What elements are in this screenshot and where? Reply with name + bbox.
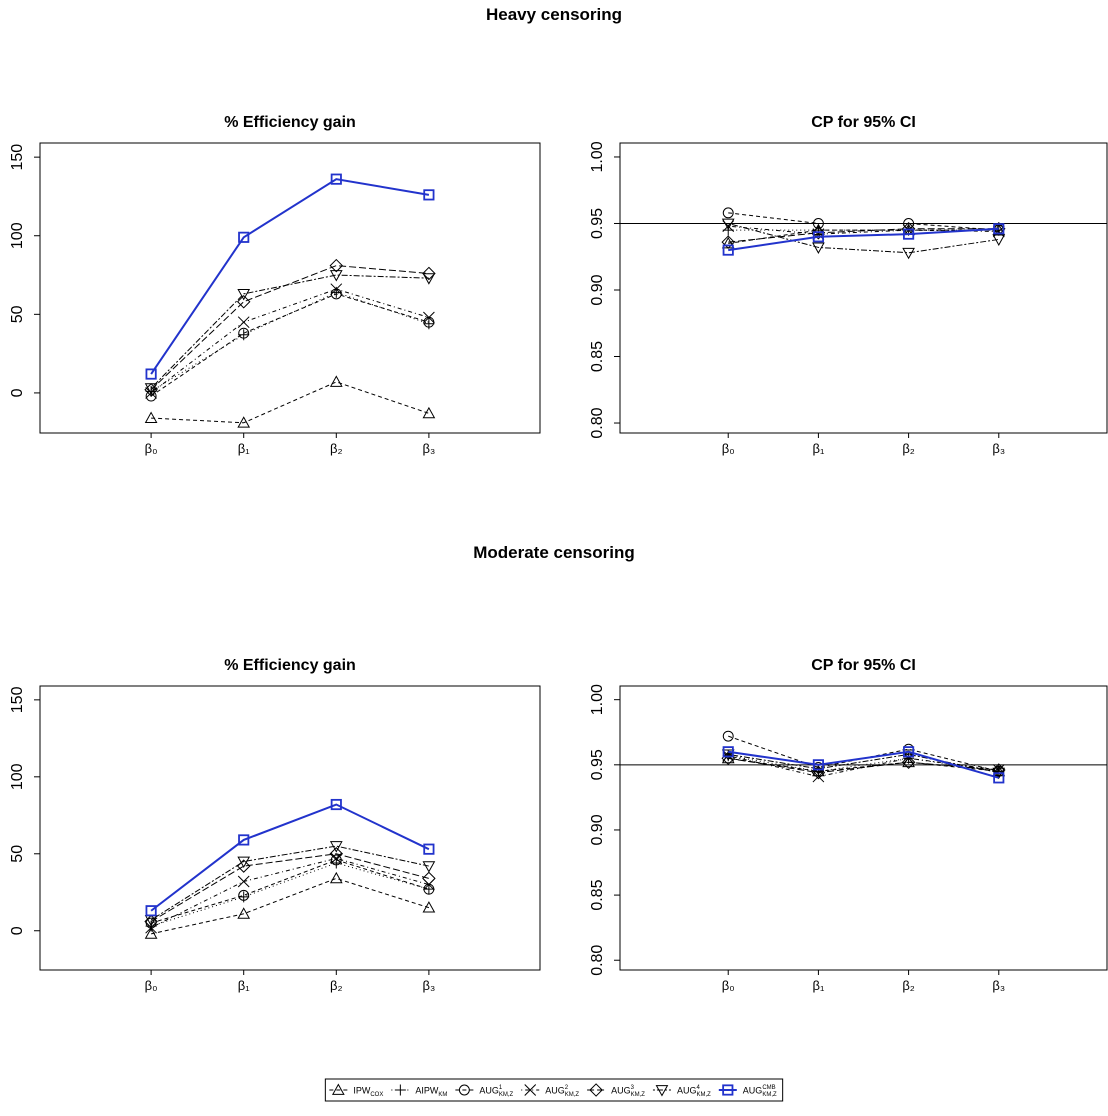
legend-subscript: KM,Z bbox=[499, 1092, 514, 1098]
marker bbox=[333, 1085, 344, 1095]
legend-label: IPW bbox=[353, 1086, 371, 1096]
y-tick-label: 0.85 bbox=[589, 341, 606, 372]
legend-subscript: KM,Z bbox=[762, 1092, 777, 1098]
chart-title: CP for 95% CI bbox=[811, 657, 916, 674]
y-tick-label: 0.90 bbox=[589, 814, 606, 845]
marker bbox=[903, 248, 914, 258]
legend-subscript: KM,Z bbox=[565, 1092, 580, 1098]
legend-superscript: 4 bbox=[696, 1085, 700, 1091]
marker bbox=[146, 413, 157, 423]
legend-label: AUG bbox=[545, 1086, 565, 1096]
x-tick-label: β₂ bbox=[330, 978, 343, 993]
legend-subscript: COX bbox=[370, 1092, 383, 1098]
legend-subscript: KM,Z bbox=[631, 1092, 646, 1098]
y-tick-label: 1.00 bbox=[589, 684, 606, 715]
x-tick-label: β₃ bbox=[992, 978, 1005, 993]
y-tick-label: 1.00 bbox=[589, 141, 606, 172]
series-line bbox=[728, 213, 999, 230]
chart-title: % Efficiency gain bbox=[224, 114, 356, 131]
y-tick-label: 0.95 bbox=[589, 749, 606, 780]
y-tick-label: 0 bbox=[9, 926, 26, 935]
y-tick-label: 100 bbox=[9, 763, 26, 790]
y-tick-label: 100 bbox=[9, 222, 26, 249]
legend-superscript: 3 bbox=[631, 1085, 635, 1091]
y-tick-label: 0.90 bbox=[589, 274, 606, 305]
marker bbox=[423, 902, 434, 912]
x-tick-label: β₁ bbox=[812, 441, 824, 456]
marker bbox=[423, 408, 434, 418]
x-tick-label: β₂ bbox=[330, 441, 343, 456]
marker bbox=[424, 844, 433, 853]
marker bbox=[238, 876, 249, 887]
y-tick-label: 150 bbox=[9, 686, 26, 713]
x-tick-label: β₀ bbox=[145, 978, 158, 993]
series-line bbox=[151, 382, 429, 423]
x-tick-label: β₀ bbox=[722, 441, 735, 456]
legend-label: AUG bbox=[479, 1086, 499, 1096]
x-tick-label: β₀ bbox=[722, 978, 735, 993]
legend-label: AUG bbox=[743, 1086, 763, 1096]
y-tick-label: 0.80 bbox=[589, 945, 606, 976]
series-line bbox=[151, 289, 429, 393]
y-tick-label: 50 bbox=[9, 305, 26, 323]
y-tick-label: 0.85 bbox=[589, 879, 606, 910]
chart-title: % Efficiency gain bbox=[224, 657, 356, 674]
legend-superscript: 2 bbox=[565, 1085, 569, 1091]
y-tick-label: 0.80 bbox=[589, 407, 606, 438]
series-line bbox=[151, 854, 429, 922]
legend-label: AUG bbox=[677, 1086, 697, 1096]
marker bbox=[656, 1086, 667, 1096]
marker bbox=[238, 417, 249, 427]
x-tick-label: β₃ bbox=[422, 441, 435, 456]
legend-subscript: KM bbox=[438, 1092, 447, 1098]
plot-frame bbox=[620, 143, 1107, 433]
chart-title: CP for 95% CI bbox=[811, 114, 916, 131]
section-heading: Moderate censoring bbox=[473, 543, 635, 562]
x-tick-label: β₁ bbox=[238, 441, 250, 456]
series-line bbox=[151, 846, 429, 920]
legend-label: AUG bbox=[611, 1086, 631, 1096]
marker bbox=[238, 317, 249, 328]
section-heading: Heavy censoring bbox=[486, 5, 622, 24]
legend-subscript: KM,Z bbox=[696, 1092, 711, 1098]
series-line bbox=[151, 275, 429, 388]
series-line bbox=[151, 292, 429, 391]
plot-frame bbox=[620, 686, 1107, 970]
x-tick-label: β₀ bbox=[145, 441, 158, 456]
y-tick-label: 0.95 bbox=[589, 208, 606, 239]
x-tick-label: β₂ bbox=[902, 441, 915, 456]
marker bbox=[331, 376, 342, 386]
x-tick-label: β₂ bbox=[902, 978, 915, 993]
x-tick-label: β₃ bbox=[992, 441, 1005, 456]
legend-label: AIPW bbox=[415, 1086, 439, 1096]
series-line bbox=[151, 266, 429, 390]
figure: Heavy censoring Moderate censoring % Effic… bbox=[0, 0, 1108, 1116]
legend-superscript: 1 bbox=[499, 1085, 503, 1091]
series-line bbox=[728, 229, 999, 250]
series-line bbox=[151, 860, 429, 923]
x-tick-label: β₁ bbox=[238, 978, 250, 993]
y-tick-label: 150 bbox=[9, 144, 26, 171]
legend-superscript: CMB bbox=[762, 1085, 775, 1091]
y-tick-label: 50 bbox=[9, 845, 26, 863]
marker bbox=[423, 872, 435, 884]
plot-frame bbox=[40, 686, 540, 970]
x-tick-label: β₃ bbox=[422, 978, 435, 993]
y-tick-label: 0 bbox=[9, 388, 26, 397]
marker bbox=[423, 862, 434, 872]
series-line bbox=[151, 878, 429, 933]
marker bbox=[238, 908, 249, 918]
series-line bbox=[151, 858, 429, 927]
marker bbox=[395, 1085, 406, 1096]
marker bbox=[331, 873, 342, 883]
plot-frame bbox=[40, 143, 540, 433]
x-tick-label: β₁ bbox=[812, 978, 824, 993]
